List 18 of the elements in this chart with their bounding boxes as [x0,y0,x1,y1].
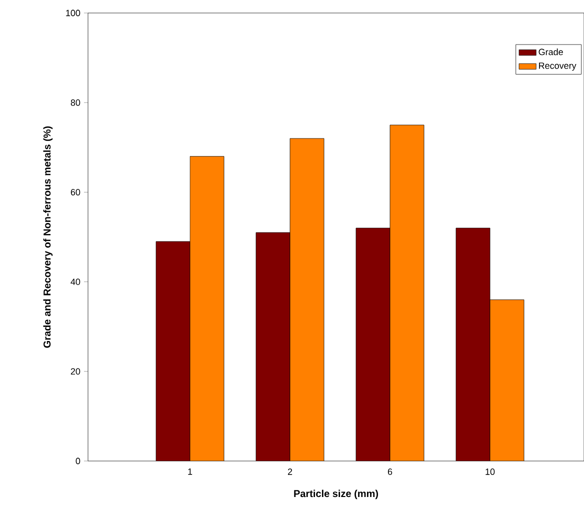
bar [256,232,290,461]
y-tick-label: 20 [70,368,80,375]
x-tick-label: 6 [388,468,392,475]
y-tick-label: 40 [70,278,80,285]
bar [156,241,190,461]
x-tick-label: 10 [486,468,495,475]
x-tick-label: 1 [188,468,192,475]
y-tick-label: 100 [66,10,80,16]
y-axis-title: Grade and Recovery of Non-ferrous metals (%) [43,126,53,348]
bar [356,228,390,461]
legend-label: Recovery [539,62,576,71]
y-tick-label: 60 [70,189,80,196]
y-tick-label: 0 [76,458,80,464]
y-tick-label: 80 [70,99,80,106]
bar [456,228,490,461]
x-axis-title: Particle size (mm) [294,490,378,500]
legend-label: Grade [538,48,563,56]
x-tick-label: 2 [288,468,292,475]
